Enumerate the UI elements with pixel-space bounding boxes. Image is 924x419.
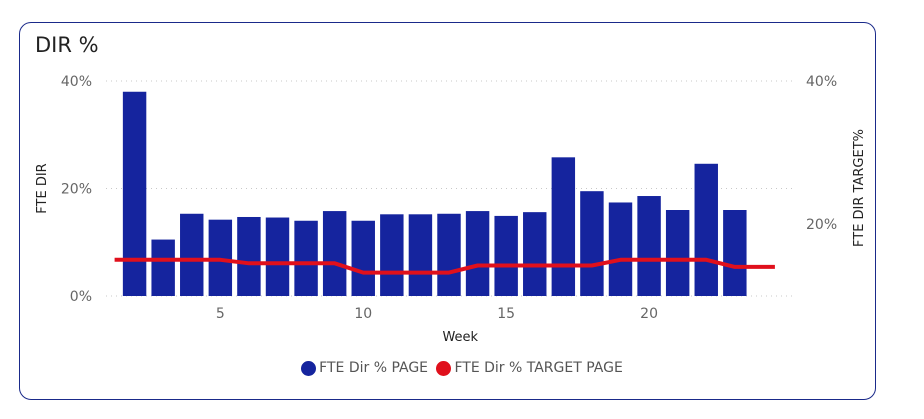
x-tick-label: 10: [354, 306, 372, 322]
bar[interactable]: [322, 211, 347, 296]
y-axis-label: FTE DIR: [35, 163, 50, 213]
bar[interactable]: [122, 91, 147, 296]
y2-tick-label: 40%: [806, 74, 837, 90]
legend-item-bars[interactable]: FTE Dir % PAGE: [301, 360, 428, 376]
bar[interactable]: [523, 212, 547, 296]
bar[interactable]: [551, 157, 576, 296]
bar[interactable]: [723, 210, 747, 296]
y-tick-label: 20%: [61, 182, 92, 198]
legend-swatch-target: [436, 360, 452, 376]
legend-label-bars: FTE Dir % PAGE: [319, 360, 429, 376]
bar[interactable]: [180, 213, 204, 296]
bar[interactable]: [580, 191, 604, 296]
bar[interactable]: [151, 239, 175, 296]
legend-swatch-bars: [301, 360, 317, 376]
bar[interactable]: [608, 202, 633, 296]
y2-tick-label: 20%: [806, 217, 837, 233]
legend-label-target: FTE Dir % TARGET PAGE: [454, 360, 623, 376]
x-axis-label: Week: [442, 330, 478, 345]
x-tick-label: 5: [216, 306, 225, 322]
legend: FTE Dir % PAGE FTE Dir % TARGET PAGE: [0, 360, 924, 380]
bar[interactable]: [665, 210, 690, 296]
legend-item-target[interactable]: FTE Dir % TARGET PAGE: [436, 360, 623, 376]
bar[interactable]: [694, 163, 718, 296]
bar[interactable]: [408, 214, 433, 296]
bar[interactable]: [265, 217, 290, 296]
bar[interactable]: [637, 196, 661, 296]
bar[interactable]: [237, 216, 261, 296]
y2-axis-label: FTE DIR TARGET%: [852, 129, 867, 247]
x-tick-label: 15: [497, 306, 515, 322]
y-tick-label: 40%: [61, 74, 92, 90]
y-tick-label: 0%: [70, 289, 92, 305]
target-line[interactable]: [114, 257, 775, 275]
bar[interactable]: [494, 215, 518, 296]
bar[interactable]: [437, 213, 461, 296]
bar[interactable]: [465, 211, 490, 296]
bar[interactable]: [351, 220, 375, 296]
chart-title: DIR %: [35, 33, 99, 57]
bar[interactable]: [380, 214, 404, 296]
bar[interactable]: [294, 220, 318, 296]
x-tick-label: 20: [640, 306, 658, 322]
